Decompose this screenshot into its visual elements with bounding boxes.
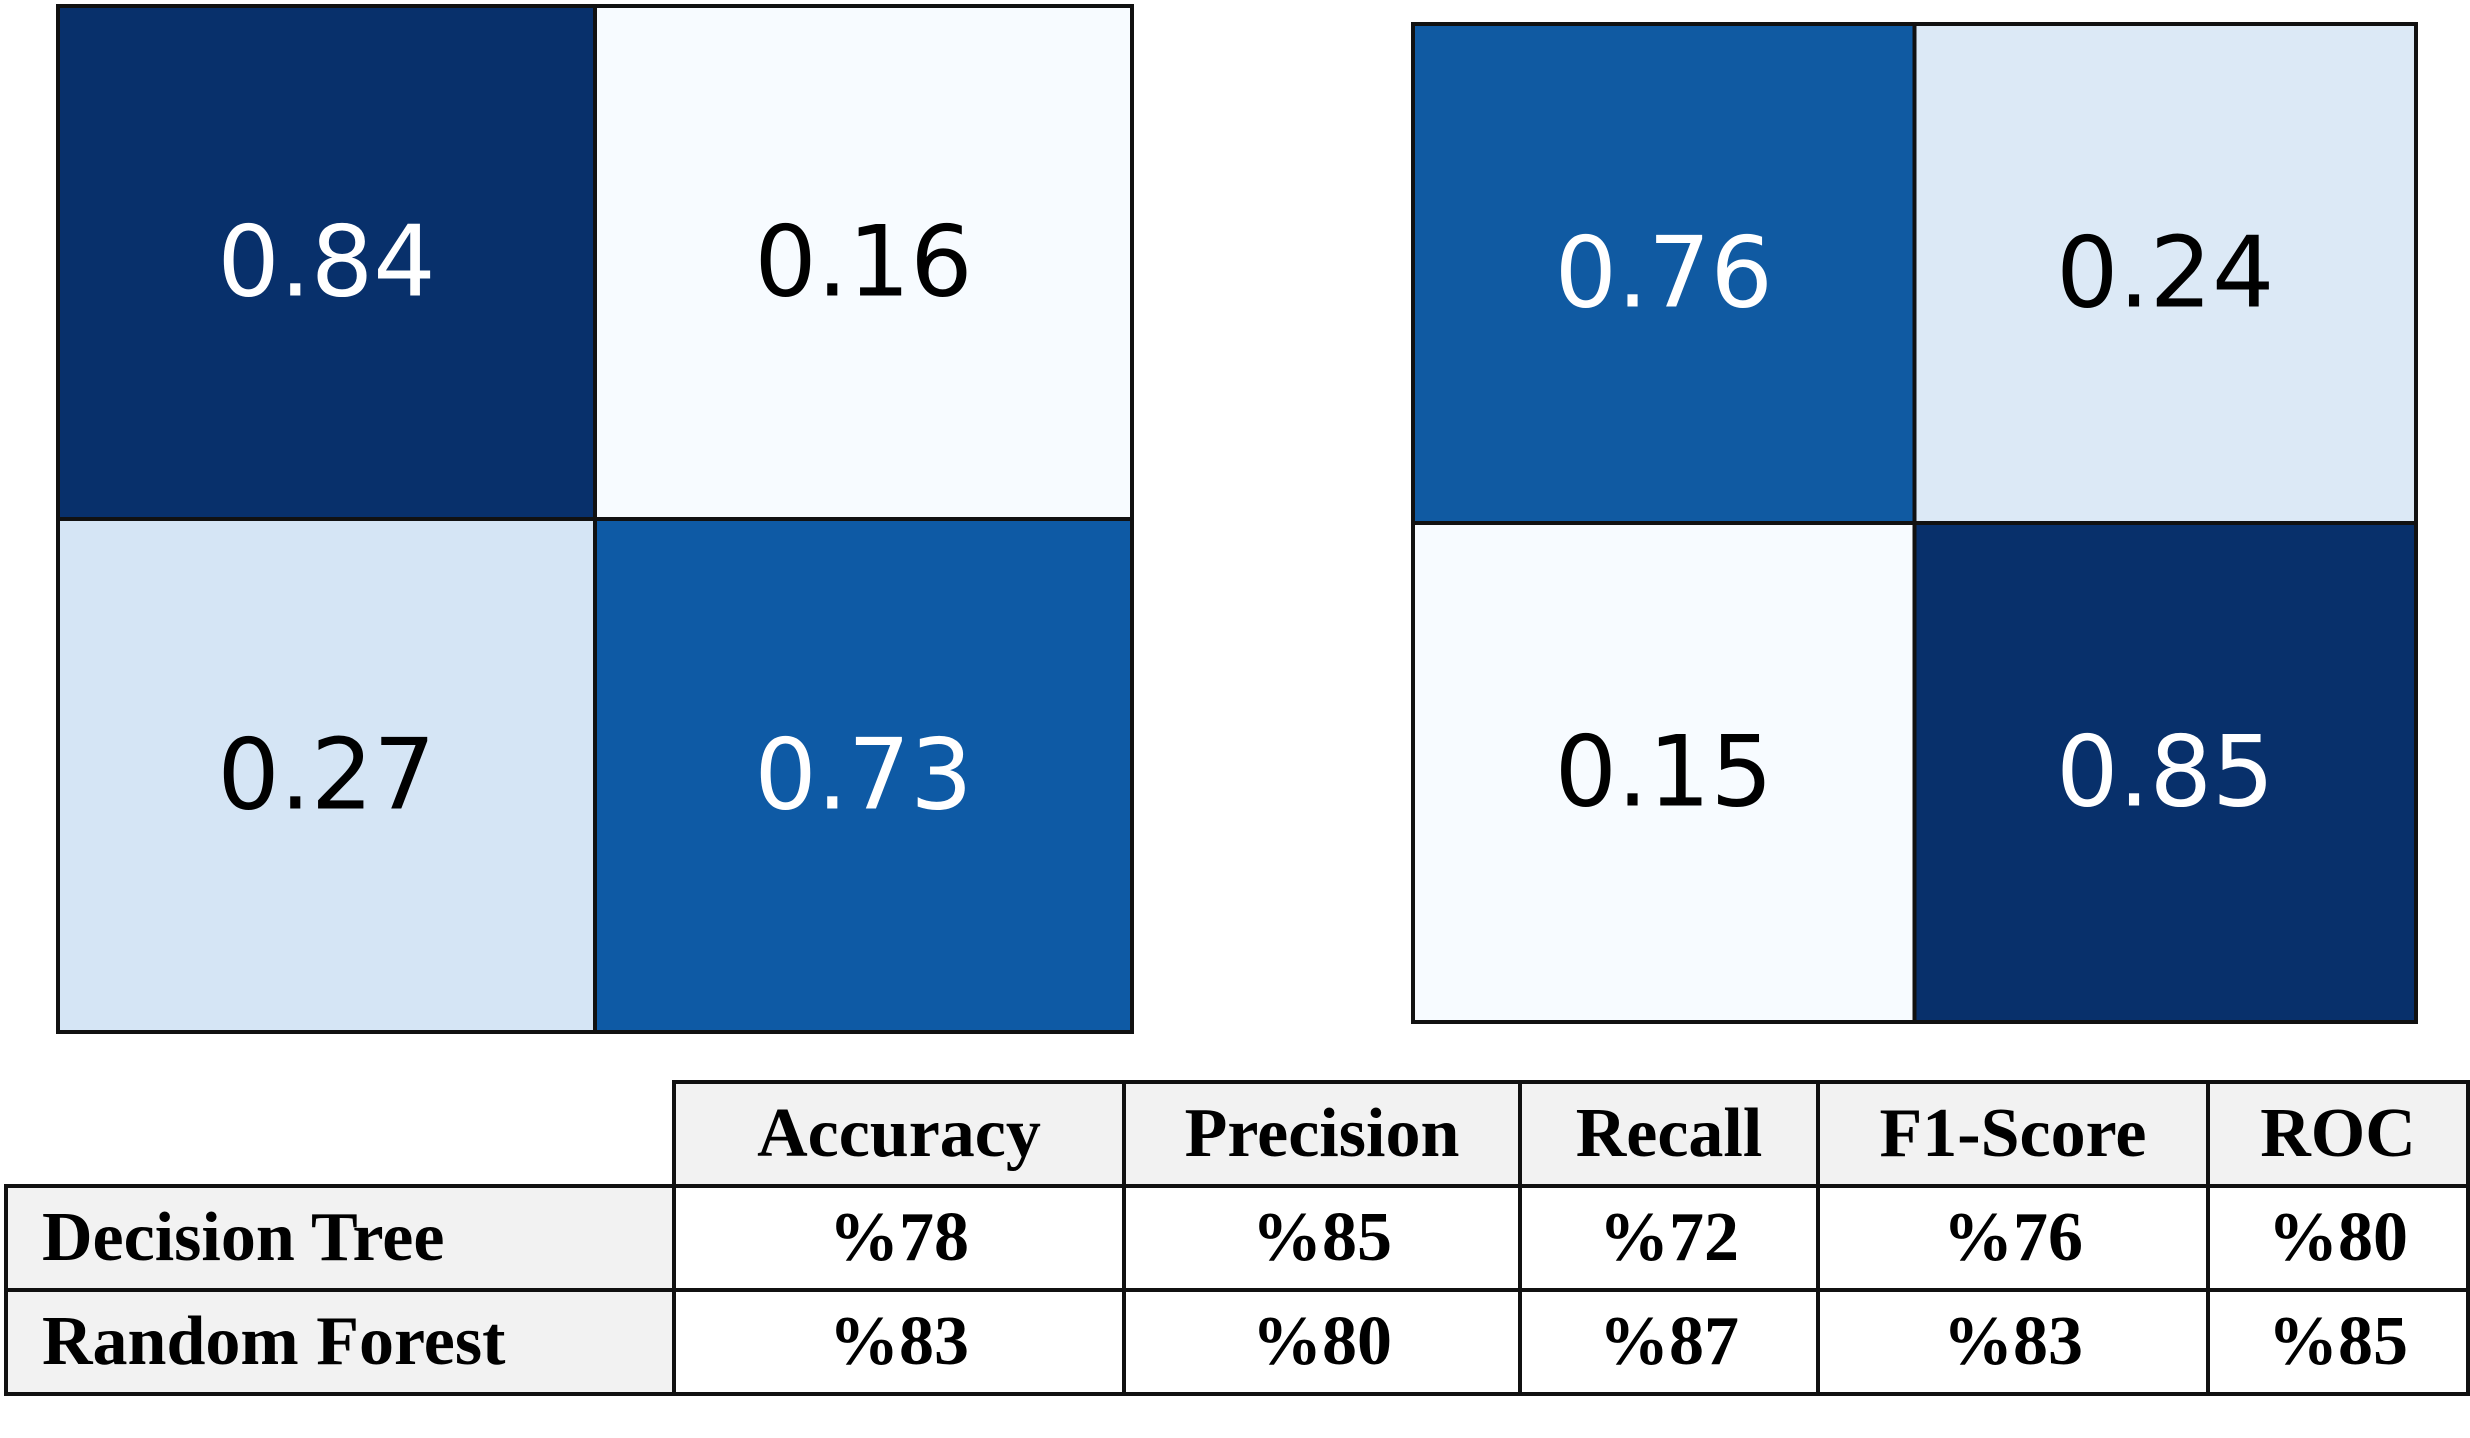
heatmap-cell-label: 0.73 — [754, 719, 972, 833]
table-cell: %87 — [1518, 1288, 1820, 1396]
table-cell: %72 — [1518, 1184, 1820, 1292]
heatmap-cell-label: 0.16 — [754, 206, 972, 320]
col-header-accuracy: Accuracy — [672, 1080, 1126, 1188]
heatmap-cell-label: 0.27 — [217, 719, 435, 833]
heatmap-cell-r0-c0 — [56, 4, 597, 521]
row-label-decision-tree: Decision Tree — [4, 1184, 676, 1292]
table-cell: %76 — [1816, 1184, 2210, 1292]
table-cell: %85 — [2206, 1288, 2470, 1396]
col-header-recall: Recall — [1518, 1080, 1820, 1188]
table-cell: %80 — [1122, 1288, 1522, 1396]
table-header-row: Accuracy Precision Recall F1-Score ROC — [6, 1080, 2470, 1188]
heatmap-left: 0.84 0.16 0.27 0.73 — [56, 4, 1134, 1034]
heatmap-cell-r1-c0 — [56, 517, 597, 1034]
heatmap-cell-label: 0.85 — [2056, 716, 2274, 830]
col-header-precision: Precision — [1122, 1080, 1522, 1188]
heatmap-cell-label: 0.84 — [217, 206, 435, 320]
table-cell: %83 — [1816, 1288, 2210, 1396]
heatmap-right: 0.76 0.24 0.15 0.85 — [1411, 22, 2418, 1024]
confusion-matrices: 0.84 0.16 0.27 0.73 0.76 0.24 0.15 0.85 — [56, 4, 2418, 1034]
table-cell: %80 — [2206, 1184, 2470, 1292]
table-cell: %83 — [672, 1288, 1126, 1396]
heatmap-cell-r0-c0 — [1411, 22, 1917, 525]
heatmap-cell-r1-c0 — [1411, 521, 1917, 1024]
table-corner — [6, 1082, 676, 1188]
table-cell: %85 — [1122, 1184, 1522, 1292]
row-label-random-forest: Random Forest — [4, 1288, 676, 1396]
heatmap-cell-label: 0.76 — [1555, 217, 1773, 331]
col-header-f1-score: F1-Score — [1816, 1080, 2210, 1188]
heatmap-cell-r0-c1 — [593, 4, 1134, 521]
table-cell: %78 — [672, 1184, 1126, 1292]
table-row: Decision Tree %78 %85 %72 %76 %80 — [4, 1184, 2470, 1292]
heatmap-cell-r0-c1 — [1912, 22, 2418, 525]
metrics-table: Accuracy Precision Recall F1-Score ROC D… — [4, 1080, 2470, 1396]
heatmap-cell-label: 0.24 — [2056, 217, 2274, 331]
col-header-roc: ROC — [2206, 1080, 2470, 1188]
heatmap-cell-r1-c1 — [593, 517, 1134, 1034]
heatmap-cell-r1-c1 — [1912, 521, 2418, 1024]
table-row: Random Forest %83 %80 %87 %83 %85 — [4, 1288, 2470, 1396]
heatmap-cell-label: 0.15 — [1555, 716, 1773, 830]
